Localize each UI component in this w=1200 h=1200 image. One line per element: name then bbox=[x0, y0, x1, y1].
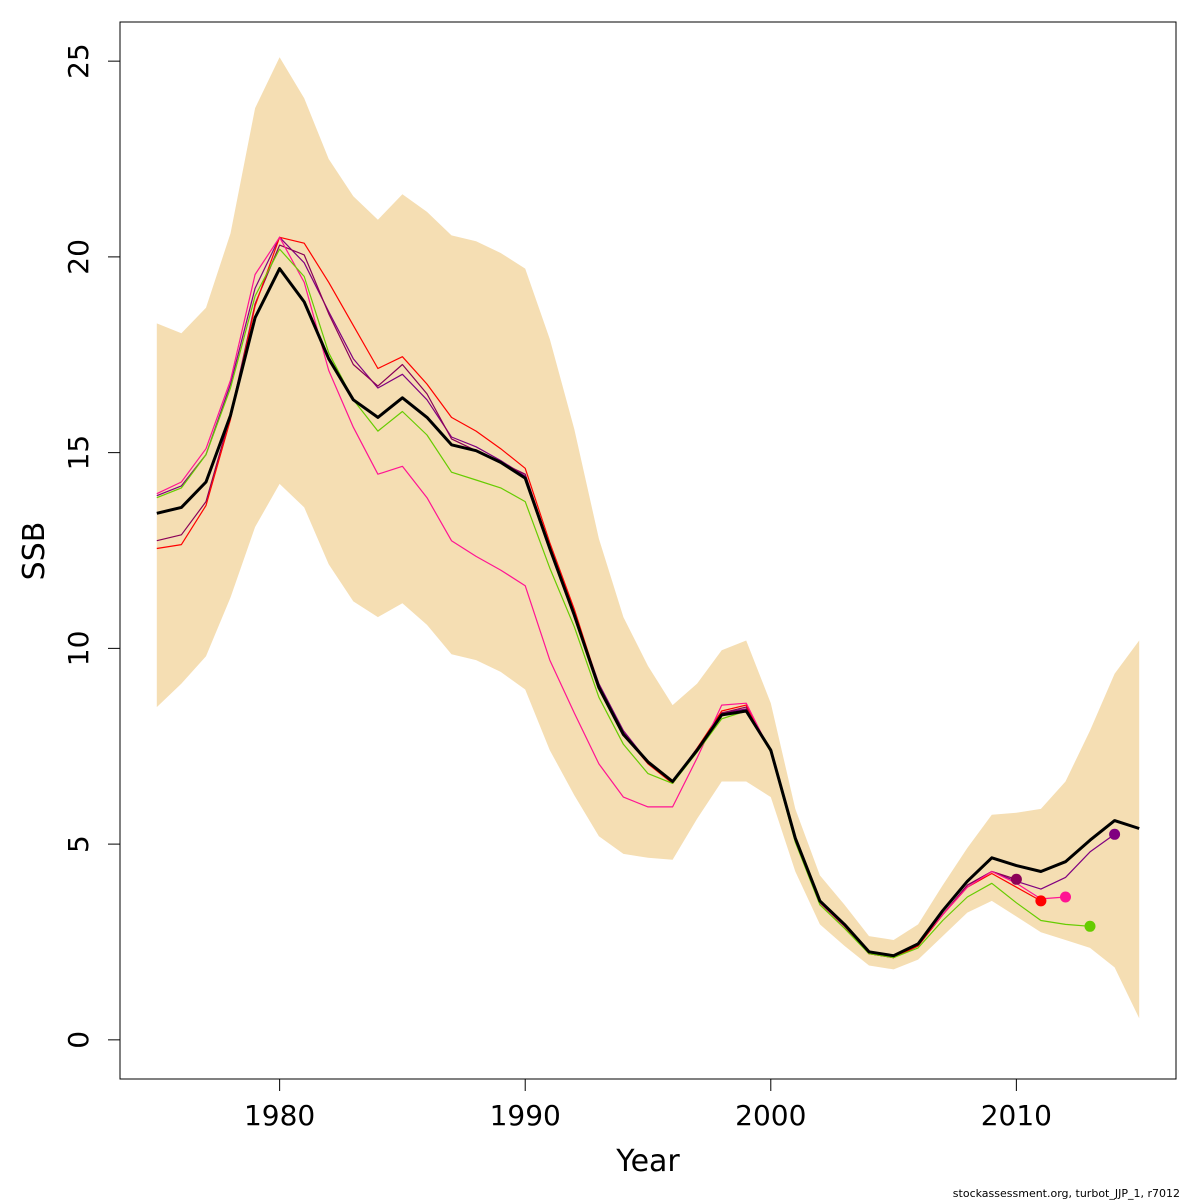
y-tick-label: 20 bbox=[62, 239, 95, 275]
y-tick-label: 5 bbox=[62, 835, 95, 853]
series-line-retro-5 bbox=[156, 248, 1091, 959]
y-tick-label: 10 bbox=[62, 631, 95, 667]
confidence-band bbox=[156, 57, 1140, 1019]
series-end-point-2 bbox=[1010, 873, 1022, 885]
end-marker-layer bbox=[1010, 828, 1121, 932]
confidence-band-layer bbox=[156, 57, 1140, 1019]
x-tick-label: 2000 bbox=[735, 1099, 806, 1132]
series-line-main bbox=[156, 267, 1140, 958]
series-layer bbox=[156, 236, 1140, 959]
series-end-point-5 bbox=[1084, 920, 1096, 932]
series-end-point-3 bbox=[1035, 895, 1047, 907]
y-axis-title: SSB bbox=[17, 522, 52, 581]
credit-text: stockassessment.org, turbot_JJP_1, r7012 bbox=[953, 1187, 1180, 1200]
y-tick-label: 15 bbox=[62, 435, 95, 471]
x-tick-label: 2010 bbox=[981, 1099, 1052, 1132]
y-axis: 0 5 10 15 20 25 bbox=[62, 43, 121, 1049]
series-end-point-4 bbox=[1060, 891, 1071, 903]
x-tick-label: 1980 bbox=[244, 1099, 315, 1132]
x-axis: 1980 1990 2000 2010 bbox=[244, 1078, 1052, 1132]
series-end-point-1 bbox=[1109, 828, 1121, 840]
y-tick-label: 25 bbox=[62, 43, 95, 79]
x-tick-label: 1990 bbox=[490, 1099, 561, 1132]
x-axis-title: Year bbox=[615, 1144, 680, 1179]
y-tick-label: 0 bbox=[62, 1031, 95, 1049]
